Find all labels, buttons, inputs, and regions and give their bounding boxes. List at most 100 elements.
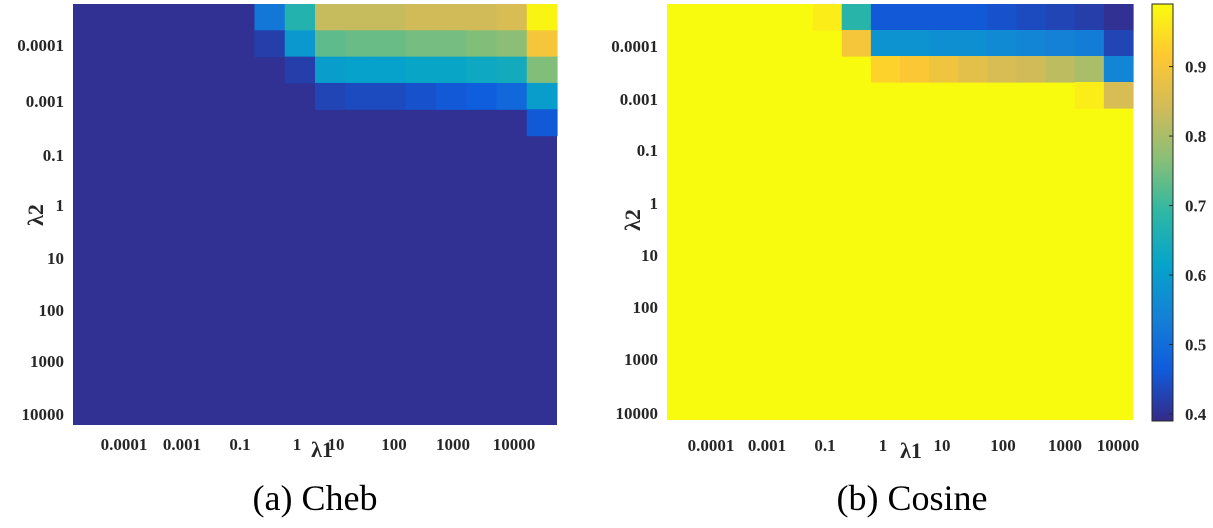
- heatmap-cell: [841, 30, 872, 57]
- heatmap-cell: [405, 56, 437, 84]
- heatmap-cell: [526, 56, 558, 84]
- heatmap-cell: [1045, 4, 1076, 31]
- heatmap-cell: [466, 82, 498, 110]
- heatmap-cell: [345, 30, 377, 58]
- x-tick-label: 10: [934, 436, 951, 455]
- y-tick-label: 0.001: [620, 90, 658, 109]
- colorbar-gradient: [1151, 3, 1174, 422]
- heatmap-cell: [987, 56, 1018, 83]
- y-tick-label: 100: [633, 298, 659, 317]
- heatmap-cell: [1045, 30, 1076, 57]
- heatmap-cell: [870, 56, 901, 83]
- colorbar-tick-label: 0.8: [1185, 127, 1206, 146]
- heatmap-cell: [315, 82, 346, 110]
- x-axis-label: λ1: [900, 438, 922, 463]
- x-tick-label: 0.001: [163, 435, 201, 454]
- heatmap-cell: [870, 30, 901, 57]
- heatmap-cell: [1016, 56, 1047, 83]
- x-tick-labels: 0.0001 0.001 0.1 1 10 100 1000 10000: [101, 435, 536, 454]
- heatmap-cell: [345, 82, 377, 110]
- x-tick-label: 0.1: [814, 436, 835, 455]
- x-tick-label: 0.0001: [688, 436, 735, 455]
- y-tick-label: 10000: [22, 405, 65, 424]
- heatmap-cell: [987, 4, 1018, 31]
- heatmap-cell: [929, 4, 959, 31]
- x-tick-label: 10000: [493, 435, 536, 454]
- x-tick-label: 100: [990, 436, 1016, 455]
- caption-cosine: (b) Cosine: [837, 478, 988, 518]
- heatmap-cell: [436, 82, 467, 110]
- heatmap-cell: [466, 56, 498, 84]
- heatmap-cell: [1103, 30, 1134, 57]
- colorbar-tick-label: 0.5: [1185, 336, 1206, 355]
- heatmap-cell: [436, 30, 467, 58]
- heatmap-cell: [958, 56, 988, 83]
- x-tick-label: 10: [328, 435, 345, 454]
- heatmap-cells: [73, 4, 558, 425]
- heatmap-cell: [812, 4, 843, 31]
- y-tick-label: 100: [39, 301, 65, 320]
- heatmap-cell: [526, 82, 558, 110]
- heatmap-cell: [1103, 4, 1134, 31]
- heatmap-cell: [929, 30, 959, 57]
- heatmap-cell: [1103, 56, 1134, 83]
- heatmap-cell: [900, 30, 930, 57]
- heatmap-cell: [1045, 56, 1076, 83]
- heatmap-cell: [405, 82, 437, 110]
- heatmap-cell: [466, 30, 498, 58]
- colorbar: 0.4 0.5 0.6 0.7 0.8 0.9: [1151, 3, 1207, 424]
- heatmap-cell: [958, 4, 988, 31]
- heatmap-cell: [929, 56, 959, 83]
- heatmap-cell: [1074, 56, 1105, 83]
- heatmap-cell: [987, 30, 1018, 57]
- heatmap-cell: [526, 4, 558, 31]
- heatmap-cell: [1016, 4, 1047, 31]
- heatmap-cell: [254, 30, 286, 58]
- x-tick-label: 1: [293, 435, 302, 454]
- y-axis-label: λ2: [620, 209, 645, 231]
- heatmap-cell: [526, 30, 558, 58]
- y-axis-label: λ2: [23, 204, 48, 226]
- heatmap-cell: [405, 4, 437, 31]
- x-axis-label: λ1: [311, 437, 333, 462]
- colorbar-tick-labels: 0.4 0.5 0.6 0.7 0.8 0.9: [1169, 58, 1207, 424]
- colorbar-tick-label: 0.4: [1185, 405, 1207, 424]
- heatmap-cell: [496, 4, 528, 31]
- heatmap-cells: [667, 4, 1134, 420]
- heatmap-cell: [345, 4, 377, 31]
- y-tick-label: 0.001: [26, 92, 64, 111]
- x-tick-label: 10000: [1097, 436, 1140, 455]
- y-tick-label: 0.0001: [17, 36, 64, 55]
- x-tick-label: 1000: [436, 435, 470, 454]
- y-tick-label: 1: [56, 196, 65, 215]
- heatmap-cell: [841, 4, 872, 31]
- heatmap-cell: [1074, 30, 1105, 57]
- heatmap-cell: [284, 56, 316, 84]
- y-tick-label: 1000: [30, 352, 64, 371]
- heatmap-cell: [345, 56, 377, 84]
- heatmap-cell: [1103, 82, 1134, 109]
- heatmap-cell: [900, 4, 930, 31]
- heatmap-cell: [375, 82, 407, 110]
- y-tick-label: 0.1: [43, 146, 64, 165]
- heatmap-cell: [466, 4, 498, 31]
- heatmap-cell: [375, 4, 407, 31]
- heatmap-cell: [526, 109, 558, 137]
- y-tick-labels: 0.0001 0.001 0.1 1 10 100 1000 10000: [611, 37, 658, 423]
- y-tick-label: 10: [641, 246, 658, 265]
- heatmap-cell: [405, 30, 437, 58]
- heatmap-cell: [496, 82, 528, 110]
- heatmap-cell: [958, 30, 988, 57]
- x-tick-label: 100: [381, 435, 407, 454]
- y-tick-label: 0.1: [637, 141, 658, 160]
- x-tick-labels: 0.0001 0.001 0.1 1 10 100 1000 10000: [688, 436, 1140, 455]
- heatmap-cell: [496, 56, 528, 84]
- y-tick-label: 10: [47, 249, 64, 268]
- colorbar-tick-label: 0.6: [1185, 266, 1206, 285]
- caption-cheb: (a) Cheb: [253, 478, 378, 518]
- x-tick-label: 1000: [1048, 436, 1082, 455]
- heatmap-cell: [315, 30, 346, 58]
- y-tick-labels: 0.0001 0.001 0.1 1 10 100 1000 10000: [17, 36, 64, 424]
- x-tick-label: 0.0001: [101, 435, 148, 454]
